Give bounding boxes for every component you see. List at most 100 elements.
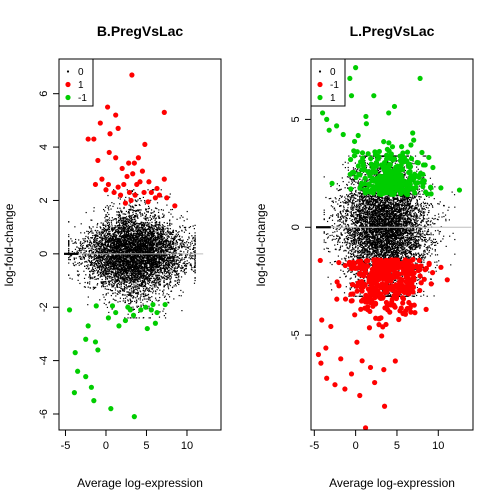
point-0 xyxy=(193,246,195,249)
point-0 xyxy=(162,254,164,256)
point-0 xyxy=(154,283,156,285)
point-0 xyxy=(168,271,170,274)
point-0 xyxy=(87,282,89,284)
point-0 xyxy=(189,246,191,248)
point-0 xyxy=(68,221,70,223)
point-0 xyxy=(116,267,118,269)
point-0 xyxy=(147,276,149,278)
point-0 xyxy=(110,274,113,276)
point-0 xyxy=(123,274,125,276)
point-0 xyxy=(137,230,139,232)
point-0 xyxy=(173,260,175,263)
point-0 xyxy=(151,313,154,315)
point-0 xyxy=(184,260,186,263)
point-0 xyxy=(96,235,98,237)
point-0 xyxy=(133,234,135,237)
point-0 xyxy=(121,261,123,263)
point-0 xyxy=(119,218,122,220)
point-0 xyxy=(142,251,144,253)
point-0 xyxy=(133,207,135,209)
point-0 xyxy=(112,205,114,208)
point-0 xyxy=(121,217,123,219)
point-0 xyxy=(157,257,159,259)
point-0 xyxy=(148,235,150,237)
point-0 xyxy=(106,237,108,239)
point-0 xyxy=(172,240,175,242)
point-0 xyxy=(115,295,117,297)
point-0 xyxy=(182,291,184,293)
point-0 xyxy=(119,247,121,249)
point-0 xyxy=(179,245,181,247)
point-0 xyxy=(167,276,169,278)
point-0 xyxy=(134,263,137,266)
point-0 xyxy=(113,239,115,241)
point-0 xyxy=(124,289,126,291)
point-0 xyxy=(158,227,161,229)
point-0 xyxy=(160,252,162,254)
point-0 xyxy=(184,255,187,257)
point-0 xyxy=(85,274,87,276)
point-0 xyxy=(159,281,161,283)
point-0 xyxy=(137,292,139,295)
point-0 xyxy=(175,246,177,249)
point-0 xyxy=(147,210,149,213)
point-0 xyxy=(161,244,163,246)
point-0 xyxy=(139,290,141,292)
point-0 xyxy=(118,271,120,274)
point-0 xyxy=(156,265,158,268)
point-0 xyxy=(108,250,110,252)
point-0 xyxy=(168,244,170,246)
point-0 xyxy=(138,246,141,249)
point-0 xyxy=(147,208,149,210)
point-0 xyxy=(137,252,139,254)
point-0 xyxy=(140,274,142,276)
point-0 xyxy=(158,261,160,263)
point-0 xyxy=(190,244,192,246)
point-0 xyxy=(118,250,120,252)
point-0 xyxy=(129,218,131,220)
point-0 xyxy=(134,291,136,293)
point-0 xyxy=(85,255,87,257)
point-0 xyxy=(150,236,153,238)
point-0 xyxy=(107,237,109,239)
point-0 xyxy=(139,261,142,264)
point-0 xyxy=(102,231,105,234)
point-0 xyxy=(123,289,125,291)
point-0 xyxy=(123,267,126,269)
point-0 xyxy=(132,269,135,271)
point-0 xyxy=(114,278,116,280)
point-0 xyxy=(144,215,146,218)
point-0 xyxy=(146,282,148,284)
point-0 xyxy=(168,266,170,268)
point-0 xyxy=(134,268,136,270)
point-0 xyxy=(145,254,147,256)
point-0 xyxy=(133,290,135,292)
point-0 xyxy=(182,239,184,241)
point-0 xyxy=(144,201,146,203)
point-0 xyxy=(138,248,140,250)
point-0 xyxy=(185,246,187,248)
point-0 xyxy=(126,267,128,270)
point-0 xyxy=(141,241,143,243)
point-0 xyxy=(160,270,162,272)
point-0 xyxy=(95,286,97,289)
point-0 xyxy=(107,244,110,246)
point-0 xyxy=(136,272,138,275)
point-0 xyxy=(142,295,145,298)
point-0 xyxy=(93,258,95,260)
point-0 xyxy=(183,270,185,272)
point-0 xyxy=(127,256,129,258)
point-0 xyxy=(127,255,129,257)
point-0 xyxy=(129,285,131,287)
point-0 xyxy=(145,236,147,238)
point-0 xyxy=(128,294,131,296)
point-0 xyxy=(157,228,159,231)
point-0 xyxy=(135,284,137,286)
point-0 xyxy=(96,272,98,274)
point-0 xyxy=(155,275,157,277)
point-0 xyxy=(149,317,151,319)
point-0 xyxy=(137,260,139,262)
point-0 xyxy=(177,232,179,234)
point-0 xyxy=(92,259,94,261)
point-0 xyxy=(141,242,143,245)
